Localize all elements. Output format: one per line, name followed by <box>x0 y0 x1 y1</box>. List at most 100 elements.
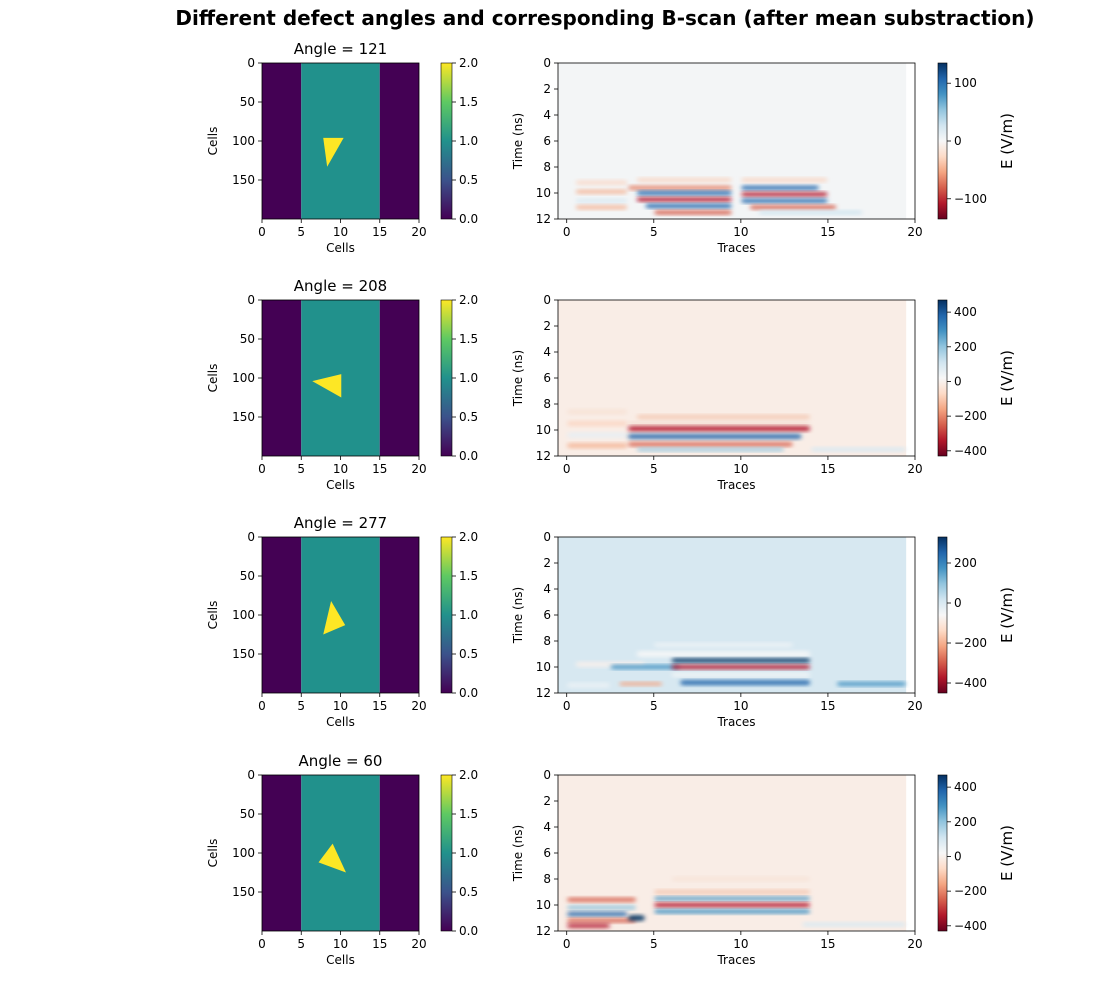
defect-triangle <box>318 843 346 873</box>
y-tick-label: 2 <box>543 319 551 333</box>
material-region <box>262 537 302 693</box>
reflection-band <box>653 210 733 215</box>
x-tick-label: 10 <box>733 225 748 239</box>
x-tick-label: 0 <box>563 225 571 239</box>
material-region <box>379 775 419 931</box>
reflection-band <box>671 658 811 663</box>
y-tick-label: 150 <box>232 647 255 661</box>
y-tick-label: 12 <box>536 212 551 226</box>
reflection-band <box>810 447 907 452</box>
colorbar-tick-label: 0.5 <box>459 173 478 187</box>
bscan-panel: 0 5 10 15 20 0 2 4 6 8 10 12 Traces Time (ns) 100 0 −100… <box>511 56 1016 255</box>
colorbar-tick-label: 0 <box>954 134 962 148</box>
x-tick-label: 0 <box>258 699 266 713</box>
colorbar-tick-label: 0.0 <box>459 686 478 700</box>
reflection-band <box>636 197 733 202</box>
reflection-band <box>836 681 907 686</box>
colorbar-tick-label: 0 <box>954 374 962 388</box>
y-tick-label: 6 <box>543 371 551 385</box>
defect-map-panel: 0 5 10 15 20 0 50 100 150 Cells Cells Angle = 277 0.… <box>206 514 478 729</box>
y-tick-label: 0 <box>543 530 551 544</box>
plot-area <box>558 775 915 931</box>
colorbar-tick-label: 0.5 <box>459 410 478 424</box>
plot-area <box>262 775 419 931</box>
y-tick-label: 50 <box>240 807 255 821</box>
colorbar-tick-label: 1.0 <box>459 846 478 860</box>
x-tick-label: 0 <box>258 462 266 476</box>
reflection-band <box>575 189 628 194</box>
colorbar-tick-label: 0 <box>954 596 962 610</box>
reflection-band <box>653 890 811 894</box>
colorbar <box>937 299 948 457</box>
y-tick-label: 4 <box>543 820 551 834</box>
colorbar-tick-label: 400 <box>954 780 977 794</box>
colorbar <box>440 62 453 220</box>
y-tick-label: 50 <box>240 332 255 346</box>
x-tick-label: 15 <box>372 462 387 476</box>
x-tick-label: 0 <box>563 937 571 951</box>
x-tick-label: 15 <box>820 225 835 239</box>
x-tick-label: 10 <box>733 462 748 476</box>
x-axis-label: Cells <box>326 478 355 492</box>
colorbar-tick-label: 2.0 <box>459 56 478 70</box>
y-tick-label: 4 <box>543 582 551 596</box>
y-tick-label: 10 <box>536 898 551 912</box>
y-axis-label: Cells <box>206 601 220 630</box>
material-region <box>301 537 380 693</box>
x-tick-label: 20 <box>411 462 426 476</box>
reflection-band <box>575 205 628 210</box>
y-tick-label: 10 <box>536 186 551 200</box>
x-tick-label: 20 <box>907 462 922 476</box>
colorbar-tick-label: −200 <box>954 636 987 650</box>
x-tick-label: 5 <box>650 937 658 951</box>
reflection-band <box>566 905 637 910</box>
colorbar-tick-label: −400 <box>954 676 987 690</box>
reflection-band <box>610 665 680 669</box>
y-tick-label: 8 <box>543 160 551 174</box>
x-tick-label: 10 <box>333 937 348 951</box>
y-tick-label: 8 <box>543 872 551 886</box>
y-tick-label: 4 <box>543 108 551 122</box>
x-tick-label: 15 <box>372 225 387 239</box>
reflection-band <box>653 903 811 907</box>
x-tick-label: 20 <box>907 225 922 239</box>
y-axis-label: Time (ns) <box>511 587 525 644</box>
plot-area <box>558 63 915 219</box>
y-tick-label: 0 <box>543 293 551 307</box>
colorbar-tick-label: 1.5 <box>459 569 478 583</box>
reflection-band <box>566 432 628 438</box>
x-tick-label: 15 <box>820 937 835 951</box>
reflection-band <box>566 421 628 426</box>
y-tick-label: 10 <box>536 660 551 674</box>
x-tick-label: 0 <box>258 937 266 951</box>
colorbar-tick-label: −200 <box>954 884 987 898</box>
reflection-band <box>740 198 828 203</box>
reflection-band <box>653 642 794 647</box>
bscan-background <box>558 537 907 693</box>
reflection-band <box>653 909 811 914</box>
colorbar-tick-label: 1.0 <box>459 371 478 385</box>
panel-title: Angle = 277 <box>294 514 387 532</box>
reflection-band <box>740 192 828 197</box>
y-axis-label: Cells <box>206 364 220 393</box>
x-tick-label: 5 <box>297 225 305 239</box>
x-tick-label: 10 <box>333 699 348 713</box>
material-region <box>379 537 419 693</box>
x-tick-label: 5 <box>650 699 658 713</box>
reflection-band <box>627 442 794 447</box>
y-tick-label: 6 <box>543 846 551 860</box>
bscan-background <box>558 63 907 219</box>
material-region <box>301 775 380 931</box>
y-tick-label: 6 <box>543 134 551 148</box>
reflection-band <box>679 680 811 685</box>
reflection-band <box>671 665 811 669</box>
reflection-band <box>627 434 802 439</box>
reflection-band <box>566 683 611 688</box>
colorbar <box>440 536 453 694</box>
y-axis-label: Cells <box>206 839 220 868</box>
y-tick-label: 8 <box>543 634 551 648</box>
reflection-band <box>636 415 811 419</box>
